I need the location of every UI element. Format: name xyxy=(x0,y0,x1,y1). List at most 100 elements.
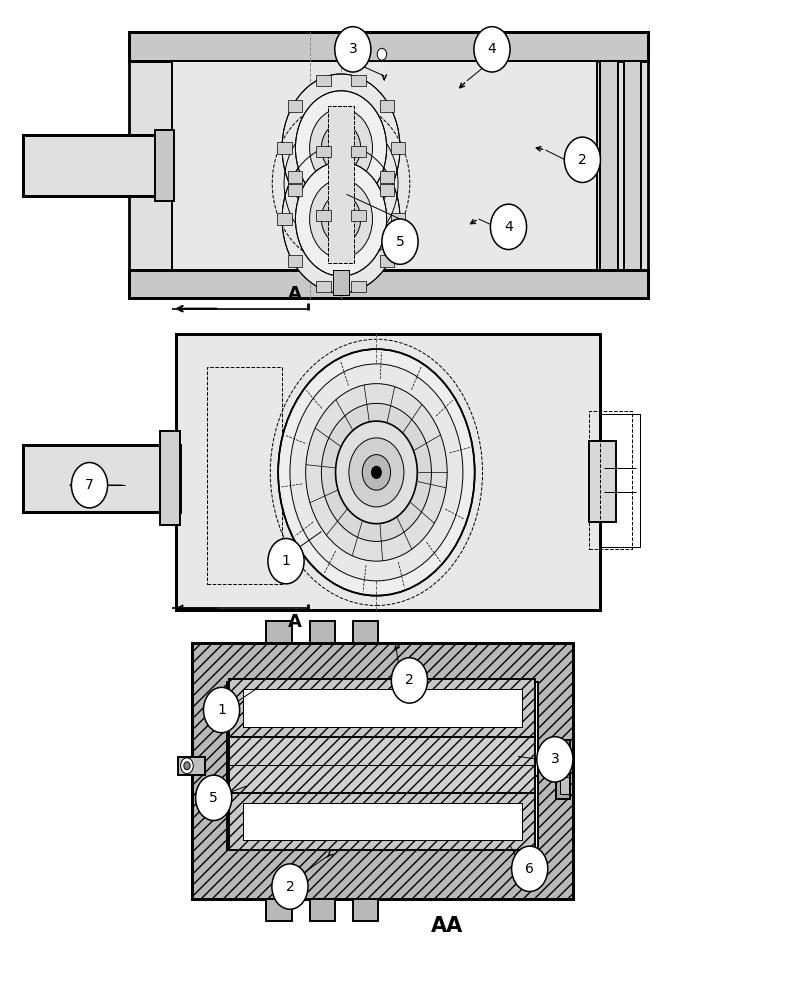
Text: AA: AA xyxy=(431,916,463,936)
Bar xyxy=(310,621,334,643)
Bar xyxy=(278,142,291,154)
Bar xyxy=(278,213,291,225)
Bar xyxy=(288,171,302,183)
Bar xyxy=(266,899,291,921)
Bar xyxy=(380,184,394,196)
Bar xyxy=(242,803,522,840)
Bar xyxy=(178,757,205,775)
Bar xyxy=(353,621,378,643)
Bar xyxy=(227,682,538,776)
Text: 3: 3 xyxy=(550,752,559,766)
Circle shape xyxy=(322,194,361,244)
Circle shape xyxy=(282,74,400,222)
Circle shape xyxy=(184,762,190,770)
Bar xyxy=(172,61,597,270)
Circle shape xyxy=(295,162,386,276)
Bar xyxy=(390,213,405,225)
Bar xyxy=(129,32,648,61)
Bar xyxy=(192,643,573,899)
Bar xyxy=(230,793,535,850)
Bar xyxy=(288,184,302,196)
Bar xyxy=(317,281,330,292)
Bar xyxy=(601,61,618,270)
Bar xyxy=(317,210,330,221)
Bar xyxy=(242,689,522,727)
Circle shape xyxy=(490,204,526,250)
Bar xyxy=(154,130,174,201)
Circle shape xyxy=(310,180,373,258)
Circle shape xyxy=(512,846,548,891)
Bar xyxy=(178,757,205,775)
Bar xyxy=(288,255,302,267)
Bar xyxy=(242,803,522,840)
Circle shape xyxy=(382,219,418,264)
Circle shape xyxy=(306,384,447,561)
Bar xyxy=(266,621,291,643)
Bar xyxy=(333,270,349,295)
Bar xyxy=(129,270,648,298)
Text: 2: 2 xyxy=(405,673,414,687)
Text: 5: 5 xyxy=(396,235,404,249)
Bar xyxy=(556,740,570,799)
Bar xyxy=(380,100,394,112)
Bar xyxy=(601,61,618,270)
Circle shape xyxy=(203,687,240,733)
Circle shape xyxy=(272,864,308,909)
Text: A: A xyxy=(288,613,302,631)
Bar xyxy=(589,441,616,522)
Bar xyxy=(288,100,302,112)
Bar xyxy=(353,899,378,921)
Bar xyxy=(328,106,354,263)
Text: 7: 7 xyxy=(85,478,94,492)
Text: 2: 2 xyxy=(286,880,294,894)
Circle shape xyxy=(268,538,304,584)
Text: A: A xyxy=(288,285,302,303)
Text: 4: 4 xyxy=(504,220,513,234)
Bar xyxy=(310,899,334,921)
Circle shape xyxy=(196,775,232,820)
Bar xyxy=(317,146,330,157)
Bar xyxy=(192,643,573,899)
Bar xyxy=(266,899,291,921)
Bar xyxy=(22,445,180,512)
Circle shape xyxy=(71,463,107,508)
Bar xyxy=(601,414,640,547)
Bar xyxy=(160,431,180,525)
Circle shape xyxy=(335,421,418,524)
Bar xyxy=(624,61,642,270)
Circle shape xyxy=(310,109,373,187)
Bar xyxy=(207,367,282,584)
Bar xyxy=(230,737,535,793)
Bar xyxy=(242,689,522,727)
Text: 3: 3 xyxy=(349,42,358,56)
Bar xyxy=(154,130,174,201)
Bar xyxy=(22,135,160,196)
Circle shape xyxy=(391,658,427,703)
Bar xyxy=(328,106,354,263)
Circle shape xyxy=(372,466,381,478)
Circle shape xyxy=(278,349,474,596)
Bar xyxy=(172,61,597,270)
Bar xyxy=(589,411,632,549)
Circle shape xyxy=(474,27,510,72)
Text: 1: 1 xyxy=(282,554,290,568)
Circle shape xyxy=(537,737,573,782)
Bar xyxy=(380,171,394,183)
Circle shape xyxy=(322,123,361,173)
Bar xyxy=(333,270,349,295)
Circle shape xyxy=(332,207,350,231)
Bar xyxy=(351,146,366,157)
Text: 6: 6 xyxy=(526,862,534,876)
Circle shape xyxy=(282,145,400,293)
Bar xyxy=(230,793,535,850)
Circle shape xyxy=(334,27,371,72)
Bar xyxy=(227,776,538,850)
Bar xyxy=(160,431,180,525)
Bar xyxy=(589,441,616,522)
Bar xyxy=(176,334,601,610)
Bar xyxy=(353,899,378,921)
Bar xyxy=(230,679,535,737)
Text: 4: 4 xyxy=(487,42,496,56)
Bar xyxy=(22,135,160,196)
Circle shape xyxy=(564,137,601,182)
